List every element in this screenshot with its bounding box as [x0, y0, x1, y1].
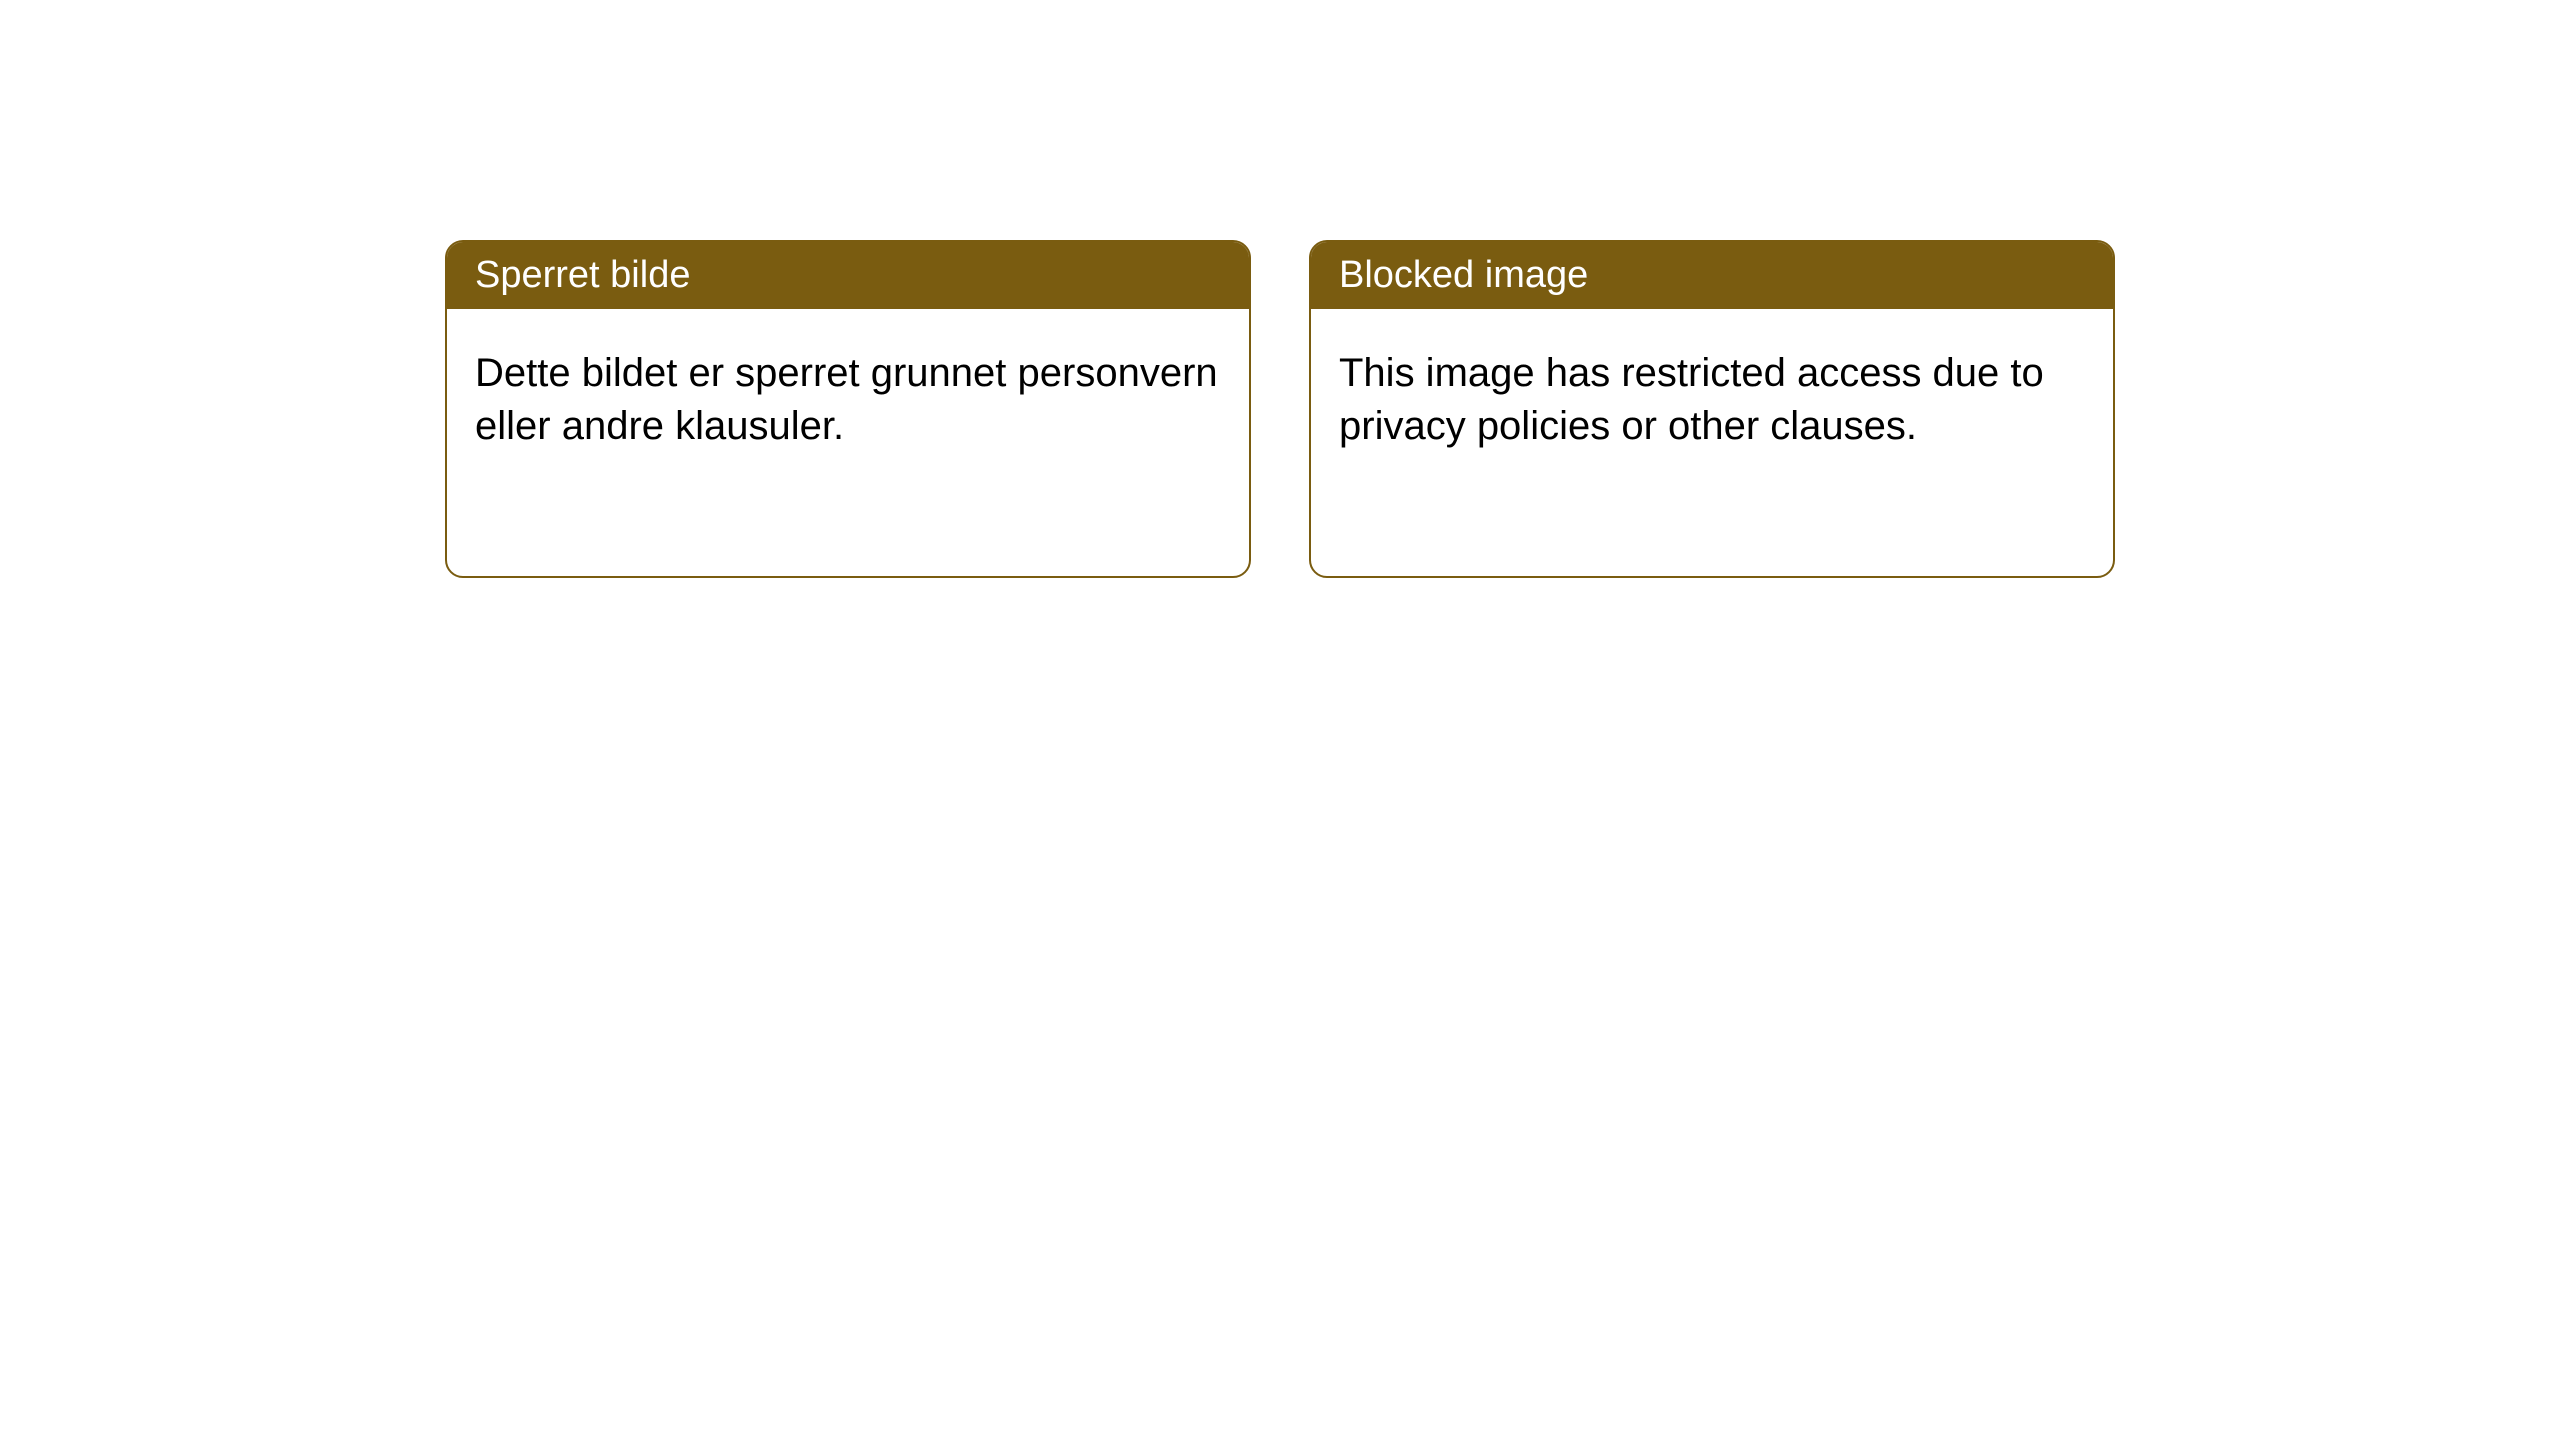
notice-card-norwegian: Sperret bilde Dette bildet er sperret gr…	[445, 240, 1251, 578]
notice-card-header: Sperret bilde	[447, 242, 1249, 309]
notice-card-english: Blocked image This image has restricted …	[1309, 240, 2115, 578]
notice-body-text: This image has restricted access due to …	[1339, 351, 2044, 448]
notice-title: Sperret bilde	[475, 254, 690, 296]
notice-card-header: Blocked image	[1311, 242, 2113, 309]
notice-body-text: Dette bildet er sperret grunnet personve…	[475, 351, 1218, 448]
notice-card-body: Dette bildet er sperret grunnet personve…	[447, 309, 1249, 491]
notice-title: Blocked image	[1339, 254, 1588, 296]
notice-cards-container: Sperret bilde Dette bildet er sperret gr…	[445, 240, 2560, 578]
notice-card-body: This image has restricted access due to …	[1311, 309, 2113, 491]
